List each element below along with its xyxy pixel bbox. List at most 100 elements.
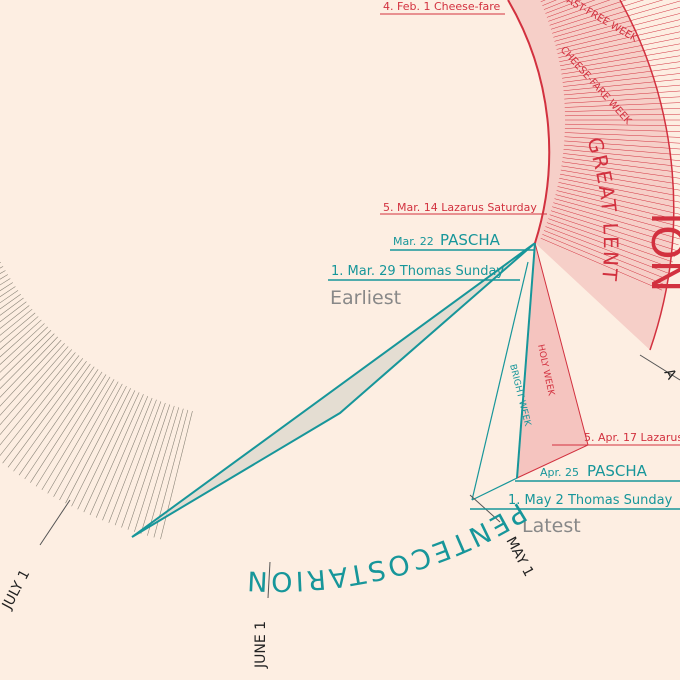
lent-hatch [558, 182, 680, 209]
ring-hatch [95, 396, 149, 518]
date-tick [39, 499, 71, 546]
ring-hatch [0, 333, 55, 390]
ring-hatch [0, 312, 36, 343]
lent-hatch [542, 234, 665, 285]
lent-hatch [559, 178, 680, 203]
lent-hatch [563, 84, 680, 96]
event-label: 4. Feb. 1 Cheese-fare [383, 0, 501, 13]
lent-hatch [552, 206, 679, 246]
lent-hatch [556, 190, 680, 221]
ring-hatch [147, 408, 184, 536]
lent-hatch [563, 73, 680, 87]
lent-hatch [550, 210, 677, 251]
period-label: ION [641, 212, 680, 293]
ring-hatch [0, 301, 27, 323]
ring-hatch [0, 339, 62, 407]
month-label: JUNE 1 [253, 621, 269, 669]
ring-hatch [121, 402, 166, 528]
lent-hatch [554, 6, 680, 42]
lent-hatch [564, 123, 680, 127]
lent-hatch [563, 149, 680, 161]
ring-hatch [71, 388, 131, 507]
ring-hatch [127, 404, 171, 530]
ring-hatch [0, 308, 33, 336]
pascha-label: PASCHA [440, 231, 501, 249]
lent-hatch [561, 165, 680, 185]
ring-hatch [47, 379, 115, 494]
bright-week-edge [471, 477, 518, 501]
radial-hatching [0, 0, 680, 540]
event-label: 1. Mar. 29 Thomas Sunday [331, 264, 504, 279]
pascha-label: PASCHA [587, 462, 648, 480]
lent-hatch [546, 0, 596, 18]
lent-hatch [560, 49, 680, 71]
event-label: 5. Apr. 17 Lazarus [584, 431, 680, 444]
ring-hatch [41, 376, 111, 491]
lent-hatch [558, 31, 680, 58]
lent-hatch [555, 194, 680, 227]
lent-hatch [540, 237, 663, 291]
lent-hatch [564, 132, 680, 138]
ring-hatch [0, 352, 76, 446]
lent-hatch [563, 79, 680, 91]
lent-hatch [564, 90, 680, 100]
ring-hatch [102, 397, 153, 521]
lent-hatch [552, 0, 664, 34]
lent-hatch [556, 19, 680, 50]
ring-hatch [0, 326, 48, 373]
lent-hatch [563, 144, 680, 156]
lent-hatch [561, 55, 680, 75]
lent-hatch [553, 0, 680, 38]
ring-hatch [108, 399, 157, 523]
ring-hatch [0, 355, 80, 457]
lent-hatch [564, 96, 680, 104]
lent-hatch [543, 0, 569, 10]
lent-hatch [555, 13, 680, 46]
event-date: Apr. 25 [540, 466, 579, 479]
event-date: Mar. 22 [393, 235, 434, 248]
ring-hatch [59, 383, 123, 501]
ring-hatch [53, 381, 119, 497]
ring-hatch [83, 392, 140, 513]
ring-hatch [0, 305, 30, 329]
lent-hatch [562, 67, 680, 83]
bright-week-edge [471, 261, 529, 501]
event-label: 1. May 2 Thomas Sunday [508, 493, 673, 508]
lent-hatch [560, 173, 680, 197]
lent-hatch [564, 113, 680, 117]
ring-hatch [0, 330, 52, 381]
lent-hatch [557, 186, 680, 215]
lent-hatch [545, 226, 669, 274]
pentecostarion-wedge [131, 242, 536, 538]
extreme-label: Latest [522, 515, 581, 537]
ring-hatch [0, 316, 39, 350]
ring-hatch [140, 407, 180, 534]
lent-hatch [560, 169, 680, 191]
lent-hatch [548, 0, 611, 22]
lent-hatch [564, 108, 680, 112]
ring-hatch [65, 385, 127, 504]
lent-hatch [564, 128, 680, 132]
lent-hatch [559, 37, 680, 62]
lent-hatch [560, 43, 680, 67]
lent-hatch [562, 161, 680, 179]
lent-hatch [562, 61, 680, 79]
lent-hatch [564, 140, 680, 150]
lent-hatch [545, 0, 582, 14]
lent-hatch [550, 0, 645, 30]
lent-hatch [543, 230, 667, 280]
lent-hatch [563, 153, 680, 167]
lent-hatch [548, 218, 674, 263]
lent-hatch [557, 25, 680, 54]
ring-hatch [0, 349, 72, 436]
ring-hatch [30, 371, 103, 483]
ring-hatch [0, 319, 42, 358]
lent-outer-arc [619, 0, 675, 351]
lent-hatch [549, 214, 675, 257]
lent-hatch [554, 198, 680, 234]
ring-hatch [0, 346, 69, 426]
ring-hatch [2, 358, 84, 464]
lent-hatch [564, 136, 680, 144]
pascha-edge [516, 242, 536, 479]
